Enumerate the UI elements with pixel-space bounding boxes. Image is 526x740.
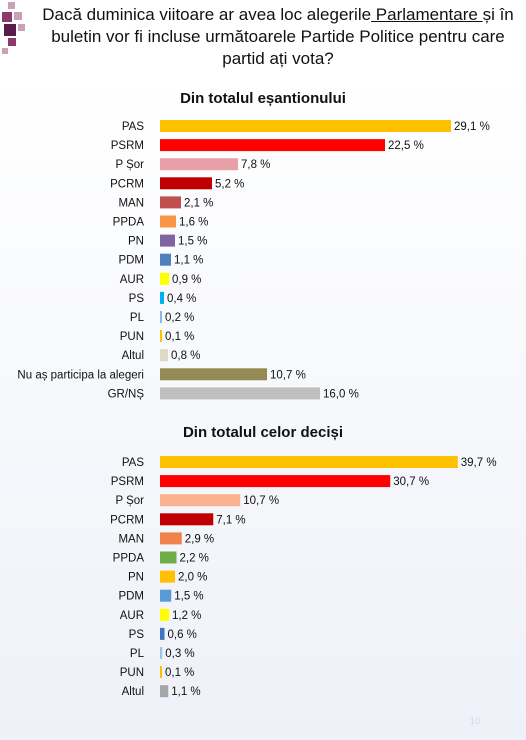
bar <box>160 666 162 679</box>
category-label: AUR <box>120 274 144 286</box>
value-label: 1,2 % <box>172 610 201 622</box>
question-title: Dacă duminica viitoare ar avea loc alege… <box>42 5 514 68</box>
bar <box>160 196 181 209</box>
bar <box>160 551 177 564</box>
bar <box>160 685 169 698</box>
bar <box>160 589 172 602</box>
category-label: PSRM <box>111 476 144 488</box>
category-label: PL <box>130 312 145 324</box>
category-label: PDM <box>118 591 144 603</box>
category-label: AUR <box>120 610 144 622</box>
bar <box>160 158 238 171</box>
value-label: 10,7 % <box>243 495 279 507</box>
bar <box>160 608 169 621</box>
value-label: 29,1 % <box>454 121 490 133</box>
value-label: 0,3 % <box>165 648 194 660</box>
bar <box>160 330 162 343</box>
value-label: 7,1 % <box>216 514 245 526</box>
bar <box>160 627 165 640</box>
bar <box>160 253 171 266</box>
value-label: 0,1 % <box>165 331 194 343</box>
bar <box>160 494 241 507</box>
question-underlined-word: Parlamentare <box>371 5 483 24</box>
bar <box>160 234 175 247</box>
value-label: 2,0 % <box>178 572 207 584</box>
bar <box>160 387 320 400</box>
category-label: PDM <box>118 255 144 267</box>
value-label: 0,8 % <box>171 350 200 362</box>
category-label: PN <box>128 236 144 248</box>
page-background <box>0 78 526 740</box>
value-label: 39,7 % <box>461 457 497 469</box>
category-label: PSRM <box>111 140 144 152</box>
value-label: 0,6 % <box>168 629 197 641</box>
category-label: PN <box>128 572 144 584</box>
value-label: 16,0 % <box>323 388 359 400</box>
value-label: 22,5 % <box>388 140 424 152</box>
bar <box>160 570 175 583</box>
category-label: PPDA <box>113 553 145 565</box>
logo-squares <box>2 2 32 54</box>
bar <box>160 349 168 362</box>
value-label: 0,1 % <box>165 667 194 679</box>
chart-decided: PAS 39,7 % PSRM 30,7 % P Șor 10,7 % PCRM 7,1 % M… <box>110 456 497 698</box>
value-label: 1,5 % <box>178 236 207 248</box>
bar <box>160 177 212 190</box>
category-label: PCRM <box>110 178 144 190</box>
bar <box>160 475 391 488</box>
value-label: 10,7 % <box>270 369 306 381</box>
chart1-title: Din totalul eșantionului <box>180 90 346 107</box>
bar <box>160 368 267 381</box>
value-label: 0,9 % <box>172 274 201 286</box>
bar <box>160 291 164 304</box>
category-label: PS <box>129 293 145 305</box>
slide-number: 10 <box>470 716 481 726</box>
category-label: Nu aș participa la alegeri <box>17 369 144 381</box>
value-label: 7,8 % <box>241 159 270 171</box>
value-label: 0,4 % <box>167 293 196 305</box>
chart2-title: Din totalul celor deciși <box>182 424 344 441</box>
bar <box>160 272 169 285</box>
bar <box>160 120 451 132</box>
category-label: PAS <box>122 121 144 133</box>
category-label: PUN <box>120 667 144 679</box>
bar <box>160 532 182 545</box>
value-label: 0,2 % <box>165 312 194 324</box>
bar <box>160 456 458 468</box>
value-label: 2,9 % <box>185 533 214 545</box>
category-label: PS <box>129 629 145 641</box>
bar <box>160 647 163 659</box>
category-label: PCRM <box>110 514 144 526</box>
value-label: 5,2 % <box>215 178 244 190</box>
category-label: PL <box>130 648 145 660</box>
value-label: 30,7 % <box>393 476 429 488</box>
bar <box>160 513 214 526</box>
category-label: MAN <box>118 533 144 545</box>
value-label: 1,1 % <box>174 255 203 267</box>
bar <box>160 311 162 323</box>
category-label: MAN <box>118 197 144 209</box>
category-label: GR/NȘ <box>108 388 145 400</box>
chart-total-sample: PAS 29,1 % PSRM 22,5 % P Șor 7,8 % PCRM 5,2 % MA… <box>17 120 490 400</box>
category-label: PPDA <box>113 217 145 229</box>
category-label: Altul <box>122 350 144 362</box>
category-label: PUN <box>120 331 144 343</box>
category-label: P Șor <box>115 159 144 171</box>
value-label: 1,5 % <box>174 591 203 603</box>
bar <box>160 215 176 228</box>
category-label: Altul <box>122 686 144 698</box>
value-label: 2,2 % <box>180 553 209 565</box>
value-label: 2,1 % <box>184 197 213 209</box>
category-label: P Șor <box>115 495 144 507</box>
bar <box>160 139 385 152</box>
value-label: 1,1 % <box>171 686 200 698</box>
value-label: 1,6 % <box>179 217 208 229</box>
category-label: PAS <box>122 457 144 469</box>
